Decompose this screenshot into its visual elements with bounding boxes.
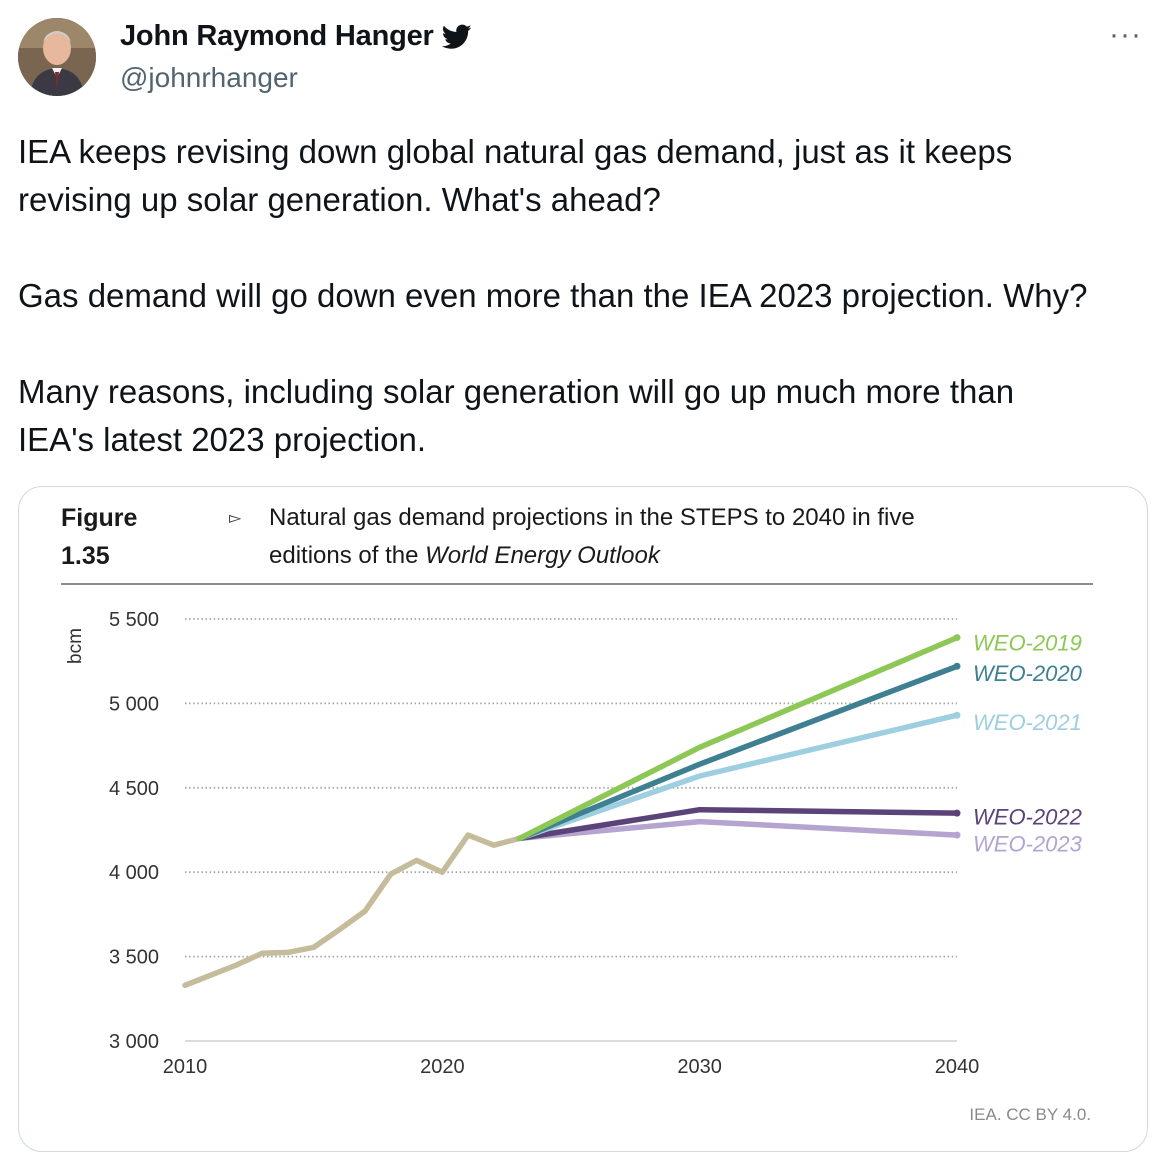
series-end-point	[953, 711, 961, 719]
y-axis-label: bcm	[65, 628, 86, 664]
x-tick-label: 2010	[163, 1056, 208, 1078]
figure-caption-line1: Natural gas demand projections in the ST…	[269, 504, 915, 531]
series-line-weo-2019	[516, 634, 960, 842]
author-handle[interactable]: @johnrhanger	[120, 62, 298, 93]
series-line-weo-2022	[516, 806, 960, 842]
series-label: WEO-2023	[973, 832, 1083, 857]
x-tick-label: 2030	[677, 1056, 722, 1078]
series-end-point	[953, 831, 961, 839]
series-line-weo-2023	[516, 818, 960, 842]
avatar[interactable]	[18, 18, 96, 96]
series-label: WEO-2020	[973, 661, 1083, 686]
more-horizontal-icon[interactable]: ···	[1109, 18, 1142, 51]
tweet-paragraph-1: IEA keeps revising down global natural g…	[18, 133, 1013, 218]
series-end-point	[953, 809, 961, 817]
series-label: WEO-2022	[973, 804, 1082, 829]
author-name-text: John Raymond Hanger	[120, 20, 434, 52]
x-tick-label: 2020	[420, 1056, 465, 1078]
figure-caption-italic: World Energy Outlook	[425, 542, 660, 569]
y-tick-label: 5 500	[109, 609, 159, 631]
series-end-point	[953, 662, 961, 670]
figure-caption-line2: editions of the World Energy Outlook	[269, 537, 660, 575]
series-line-weo-2020	[516, 663, 960, 842]
tweet-paragraph-3: Many reasons, including solar generation…	[18, 373, 1015, 458]
y-tick-label: 4 000	[109, 862, 159, 884]
y-tick-label: 3 500	[109, 947, 159, 969]
figure-label: Figure 1.35	[61, 504, 138, 570]
series-end-point	[953, 634, 961, 642]
tweet-paragraph-2: Gas demand will go down even more than t…	[18, 277, 1088, 314]
series-label: WEO-2019	[973, 631, 1082, 656]
figure-arrow-icon: ▻	[229, 510, 242, 527]
gas-demand-chart: 3 000 3 500 4 000 4 500 5 000 5 500 bcm 2010 202…	[65, 609, 1083, 1078]
avatar-image	[18, 18, 96, 96]
y-tick-label: 4 500	[109, 778, 159, 800]
series-line-weo-2021	[516, 712, 960, 842]
series-label: WEO-2021	[973, 710, 1082, 735]
figure-divider	[61, 583, 1093, 585]
figure-credit: IEA. CC BY 4.0.	[969, 1105, 1091, 1124]
y-tick-label: 3 000	[109, 1031, 159, 1053]
author-name[interactable]: John Raymond Hanger	[120, 20, 472, 53]
series-line-historical	[182, 832, 523, 989]
media-card[interactable]: Figure 1.35 ▻ Natural gas demand project…	[18, 486, 1148, 1152]
figure-caption-prefix: editions of the	[269, 542, 426, 569]
y-tick-label: 5 000	[109, 693, 159, 715]
x-tick-label: 2040	[935, 1056, 980, 1078]
tweet-text: IEA keeps revising down global natural g…	[18, 128, 1148, 464]
twitter-bird-icon	[441, 24, 472, 49]
